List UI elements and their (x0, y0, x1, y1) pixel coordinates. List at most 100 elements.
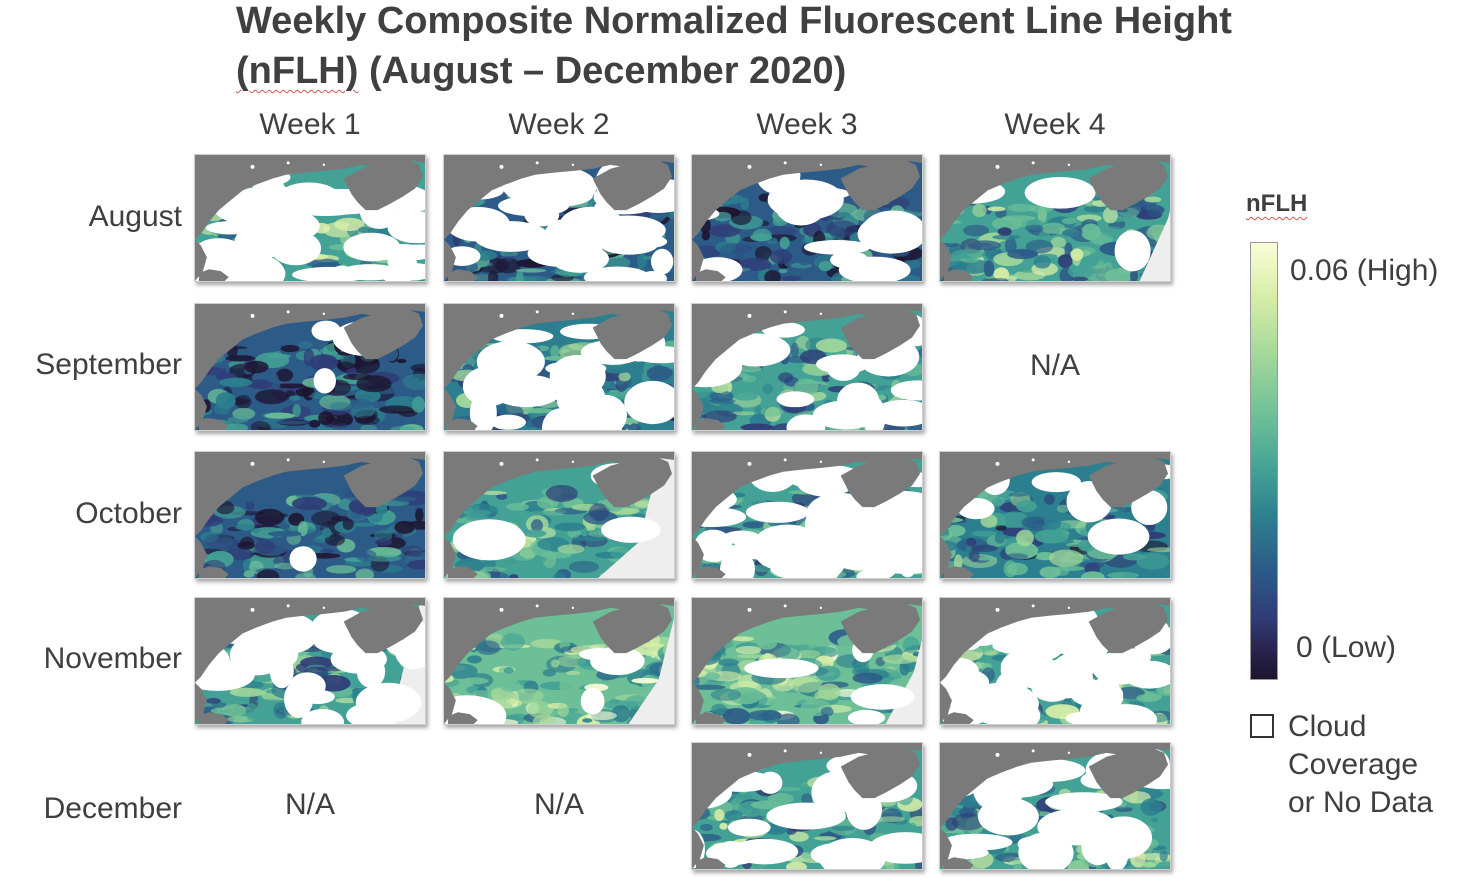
fluorescence-patch (602, 256, 631, 270)
fluorescence-patch (882, 654, 917, 665)
fluorescence-patch (1084, 205, 1106, 213)
cloud-patch (1087, 518, 1150, 555)
cloud-patch (301, 708, 344, 724)
fluorescence-patch (1025, 224, 1044, 233)
land-area (592, 307, 673, 360)
fluorescence-patch (245, 703, 259, 721)
land-area (840, 455, 921, 508)
fluorescence-patch (992, 234, 1021, 240)
land-area (1088, 746, 1169, 799)
fluorescence-patch (390, 426, 416, 430)
fluorescence-patch (1102, 226, 1125, 238)
fluorescence-patch (820, 706, 834, 717)
islet-marker (995, 164, 1000, 169)
cloud-patch (234, 224, 284, 261)
cloud-patch (352, 700, 383, 724)
fluorescence-patch (328, 416, 353, 427)
cloud-patch (1114, 230, 1151, 272)
fluorescence-patch (528, 510, 563, 516)
fluorescence-patch (500, 633, 525, 651)
land-area (447, 269, 478, 281)
cloud-patch (868, 832, 922, 864)
land-area (840, 158, 921, 211)
land-area (940, 598, 1170, 683)
map-panel-october-week-4 (939, 451, 1171, 579)
fluorescence-patch (518, 569, 544, 578)
row-header-november: November (43, 642, 182, 675)
fluorescence-patch (704, 672, 721, 681)
cloud-patch (517, 183, 593, 207)
title-line-2: (nFLH) (August – December 2020) (236, 46, 1436, 96)
fluorescence-patch (527, 700, 554, 719)
islet-marker (499, 313, 504, 318)
cloud-patch (244, 207, 266, 237)
land-area (444, 155, 674, 240)
fluorescence-patch (995, 525, 1007, 531)
fluorescence-patch (730, 411, 759, 416)
cloud-patch (816, 354, 870, 374)
fluorescence-patch (411, 396, 425, 413)
fluorescence-patch (877, 816, 906, 822)
fluorescence-patch (1001, 215, 1036, 222)
fluorescence-patch (465, 514, 490, 521)
fluorescence-patch (378, 405, 413, 414)
fluorescence-patch (318, 411, 334, 426)
land-area (940, 452, 1170, 537)
islet-marker (535, 604, 539, 608)
fluorescence-patch (480, 490, 507, 496)
islet-marker (1067, 163, 1071, 167)
fluorescence-patch (732, 636, 754, 642)
cloud-patch (745, 501, 809, 523)
fluorescence-patch (545, 484, 578, 502)
land-area (695, 857, 726, 869)
land-area (447, 712, 478, 724)
islet-marker (286, 310, 290, 314)
cloud-patch (786, 414, 826, 430)
legend-title: nFLH (1246, 190, 1308, 217)
fluorescence-patch (742, 521, 765, 529)
fluorescence-patch (1052, 249, 1065, 256)
fluorescence-patch (553, 572, 567, 578)
fluorescence-patch (952, 249, 986, 260)
fluorescence-patch (1050, 236, 1066, 248)
fluorescence-patch (1081, 223, 1101, 241)
islet-marker (783, 458, 787, 462)
fluorescence-patch (838, 212, 851, 218)
fluorescence-patch (991, 569, 1007, 578)
fluorescence-patch (280, 344, 300, 353)
islet-marker (747, 164, 752, 169)
cloud-patch (758, 771, 783, 794)
cloud-patch (847, 709, 886, 724)
fluorescence-patch (499, 679, 522, 692)
land-area (692, 304, 922, 389)
fluorescence-patch (1006, 275, 1017, 281)
cloud-patch (850, 684, 915, 710)
fluorescence-patch (298, 521, 308, 537)
fluorescence-patch (779, 236, 790, 250)
fluorescence-patch (1021, 516, 1048, 529)
fluorescence-patch (611, 705, 631, 723)
fluorescence-patch (566, 670, 581, 676)
fluorescence-patch (830, 825, 855, 831)
land-area (447, 566, 478, 578)
cloud-patch (343, 232, 401, 262)
fluorescence-patch (542, 668, 556, 677)
colorbar (1250, 242, 1278, 680)
cloud-patch (878, 559, 922, 575)
fluorescence-patch (1061, 229, 1081, 237)
map-panel-august-week-3 (691, 154, 923, 282)
islet-marker (819, 606, 823, 610)
cloud-patch (1024, 176, 1096, 209)
fluorescence-patch (275, 383, 310, 389)
fluorescence-patch (237, 541, 255, 550)
fluorescence-patch (1007, 203, 1036, 212)
no-data-region (628, 657, 674, 724)
fluorescence-patch (350, 522, 377, 527)
cloud-patch (590, 646, 645, 676)
fluorescence-patch (991, 497, 1004, 508)
fluorescence-patch (472, 690, 492, 698)
fluorescence-patch (461, 677, 489, 685)
map-panel-august-week-1 (194, 154, 426, 282)
fluorescence-patch (356, 375, 392, 393)
fluorescence-patch (292, 404, 301, 418)
